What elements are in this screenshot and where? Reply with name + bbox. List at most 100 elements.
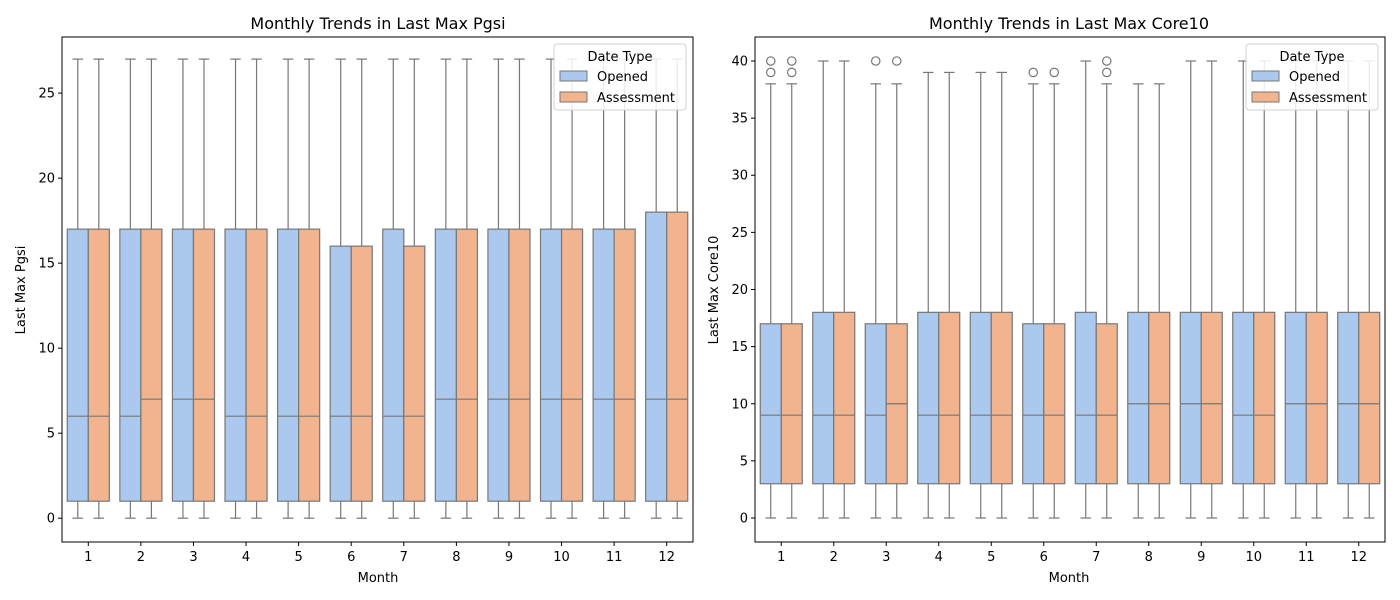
axes-frame — [61, 36, 694, 543]
y-axis-label: Last Max Core10 — [707, 236, 722, 345]
box-iqr — [938, 311, 961, 485]
box-assessment-month-3 — [885, 56, 908, 519]
box-iqr — [864, 323, 887, 485]
box-assessment-month-1 — [87, 58, 110, 519]
box-iqr — [1148, 311, 1171, 485]
box-iqr — [917, 311, 940, 485]
box-iqr — [1305, 311, 1328, 485]
box-opened-month-9 — [1179, 60, 1202, 519]
box-assessment-month-5 — [990, 71, 1013, 519]
box-opened-month-7 — [382, 58, 405, 519]
box-iqr — [1022, 323, 1045, 485]
x-tick-label: 11 — [606, 550, 623, 565]
y-tick-label: 35 — [731, 112, 748, 127]
box-iqr — [990, 311, 1013, 485]
box-iqr — [1200, 311, 1223, 485]
y-tick-label: 30 — [731, 169, 748, 184]
legend: Date Type Opened Assessment — [553, 43, 687, 111]
box-iqr — [350, 245, 373, 502]
x-tick-label: 12 — [658, 550, 675, 565]
box-opened-month-12 — [1337, 60, 1360, 519]
y-tick-label: 15 — [731, 340, 748, 355]
y-tick-label: 25 — [731, 226, 748, 241]
x-axis-label: Month — [358, 571, 399, 586]
box-iqr — [1337, 311, 1360, 485]
box-iqr — [592, 228, 615, 502]
box-opened-month-10 — [1232, 60, 1255, 519]
x-tick-label: 8 — [452, 550, 460, 565]
box-assessment-month-2 — [833, 60, 856, 519]
x-tick-label: 5 — [987, 550, 995, 565]
box-iqr — [560, 228, 584, 502]
box-assessment-month-10 — [1253, 60, 1276, 519]
outlier-point — [1101, 56, 1112, 66]
box-iqr — [833, 311, 856, 485]
box-assessment-month-9 — [508, 58, 531, 519]
x-tick-label: 3 — [882, 550, 890, 565]
chart-title: Monthly Trends in Last Max Core10 — [929, 14, 1209, 33]
box-iqr — [245, 228, 268, 502]
x-tick-label: 6 — [347, 550, 355, 565]
box-opened-month-1 — [759, 56, 782, 519]
box-iqr — [1074, 311, 1097, 485]
x-tick-label: 12 — [1350, 550, 1367, 565]
x-tick-label: 4 — [935, 550, 943, 565]
box-opened-month-4 — [224, 58, 247, 519]
legend-swatch-assessment — [559, 91, 588, 103]
box-iqr — [780, 323, 803, 485]
box-iqr — [171, 228, 195, 502]
box-assessment-month-12 — [1358, 60, 1381, 519]
y-tick-label: 40 — [731, 54, 748, 69]
x-tick-label: 2 — [830, 550, 838, 565]
box-opened-month-7 — [1074, 60, 1097, 519]
y-tick-label: 5 — [47, 427, 55, 442]
outlier-point — [870, 56, 881, 66]
box-assessment-month-4 — [245, 58, 268, 519]
box-opened-month-10 — [539, 58, 563, 519]
box-assessment-month-12 — [666, 58, 689, 519]
x-tick-label: 11 — [1298, 550, 1315, 565]
box-iqr — [140, 228, 163, 502]
box-opened-month-2 — [812, 60, 835, 519]
box-opened-month-3 — [864, 56, 887, 519]
box-iqr — [382, 228, 405, 502]
box-assessment-month-7 — [403, 58, 426, 519]
x-tick-label: 6 — [1040, 550, 1048, 565]
box-iqr — [1095, 323, 1118, 485]
box-opened-month-11 — [1284, 60, 1307, 519]
box-iqr — [812, 311, 835, 485]
box-iqr — [455, 228, 479, 502]
box-iqr — [224, 228, 247, 502]
box-opened-month-9 — [487, 58, 510, 519]
box-iqr — [487, 228, 510, 502]
box-opened-month-5 — [969, 71, 992, 519]
x-tick-label: 9 — [1197, 550, 1205, 565]
x-tick-label: 7 — [400, 550, 408, 565]
y-tick-label: 0 — [740, 512, 748, 527]
box-assessment-month-6 — [1043, 67, 1066, 519]
y-tick-label: 25 — [38, 87, 55, 102]
y-tick-label: 5 — [740, 454, 748, 469]
legend-title: Date Type — [1279, 50, 1344, 65]
box-iqr — [1358, 311, 1381, 485]
legend-swatch-opened — [1251, 70, 1280, 82]
box-assessment-month-8 — [1148, 83, 1171, 519]
box-iqr — [403, 245, 426, 502]
x-tick-label: 10 — [1245, 550, 1262, 565]
box-assessment-month-8 — [455, 58, 479, 519]
x-axis-label: Month — [1049, 571, 1090, 586]
box-assessment-month-7 — [1095, 56, 1118, 519]
legend-title: Date Type — [587, 50, 652, 65]
box-iqr — [1253, 311, 1276, 485]
outlier-point — [786, 56, 797, 66]
box-iqr — [119, 228, 142, 502]
box-opened-month-11 — [592, 58, 615, 519]
chart-panel-pgsi: Monthly Trends in Last Max Pgsi Month La… — [14, 14, 694, 586]
box-opened-month-6 — [329, 58, 352, 519]
box-iqr — [66, 228, 89, 502]
box-opened-month-8 — [1127, 83, 1150, 519]
box-iqr — [87, 228, 110, 502]
y-tick-label: 20 — [731, 283, 748, 298]
